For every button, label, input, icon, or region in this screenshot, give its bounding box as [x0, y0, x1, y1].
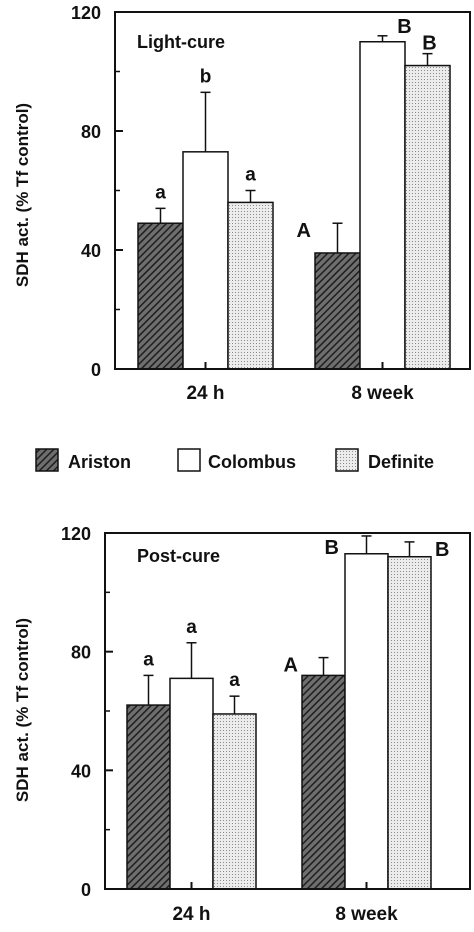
x-tick-labels: 24 h 8 week: [186, 362, 414, 404]
significance-letter: a: [155, 182, 166, 203]
y-tick-label: 0: [91, 360, 101, 380]
significance-letter: A: [284, 655, 298, 677]
bar-colombus: [182, 151, 229, 370]
y-ticks: 0 40 80 120: [61, 524, 113, 900]
y-tick-label: 40: [71, 761, 91, 781]
significance-letter: b: [200, 66, 212, 87]
chart-title: Light-cure: [137, 32, 225, 52]
y-axis-label: SDH act. (% Tf control): [13, 618, 32, 802]
bar-colombus: [344, 553, 389, 890]
bars: a a a A B B: [126, 535, 449, 890]
y-tick-label: 80: [81, 122, 101, 142]
bar-ariston: [314, 252, 361, 370]
bar-colombus: [169, 677, 214, 890]
x-tick-label: 8 week: [351, 383, 414, 404]
plot-frame: [114, 11, 471, 370]
light-cure-chart: SDH act. (% Tf control) Light-cure 0 40 80…: [13, 3, 471, 404]
y-axis-label: SDH act. (% Tf control): [13, 103, 32, 287]
y-tick-label: 120: [71, 3, 101, 23]
significance-letter: A: [297, 220, 311, 242]
chart-title: Post-cure: [137, 546, 220, 566]
bars: a b a A BB: [137, 16, 451, 370]
bar-ariston: [126, 704, 171, 890]
legend-label-colombus: Colombus: [208, 452, 296, 472]
significance-letter: a: [229, 670, 240, 691]
legend-swatch-ariston: [35, 448, 59, 472]
bar-definite: [387, 555, 432, 890]
plot-frame: [104, 532, 471, 890]
significance-letter: a: [186, 617, 197, 638]
significance-letter: a: [143, 649, 154, 670]
legend-label-ariston: Ariston: [68, 452, 131, 472]
legend: Ariston Colombus Definite: [35, 448, 434, 472]
post-cure-chart: SDH act. (% Tf control) Post-cure 0 40 80 1…: [13, 524, 471, 925]
bar-ariston: [301, 674, 346, 890]
y-tick-label: 120: [61, 524, 91, 544]
bar-ariston: [137, 222, 184, 370]
legend-swatch-colombus: [177, 448, 201, 472]
legend-label-definite: Definite: [368, 452, 434, 472]
bar-definite: [404, 64, 451, 370]
legend-swatch-definite: [335, 448, 359, 472]
significance-letter: B: [435, 539, 449, 561]
y-tick-label: 40: [81, 241, 101, 261]
x-tick-labels: 24 h 8 week: [172, 882, 398, 925]
significance-letter: B: [397, 16, 411, 38]
significance-letter: B: [325, 537, 339, 559]
y-ticks: 0 40 80 120: [71, 3, 123, 380]
bar-colombus: [359, 41, 406, 370]
bar-definite: [227, 201, 274, 370]
y-tick-label: 80: [71, 643, 91, 663]
bar-definite: [212, 713, 257, 890]
significance-letter: a: [245, 165, 256, 186]
x-tick-label: 24 h: [172, 904, 210, 925]
x-tick-label: 24 h: [186, 383, 224, 404]
x-tick-label: 8 week: [335, 904, 398, 925]
y-tick-label: 0: [81, 880, 91, 900]
significance-letter: B: [422, 33, 436, 55]
